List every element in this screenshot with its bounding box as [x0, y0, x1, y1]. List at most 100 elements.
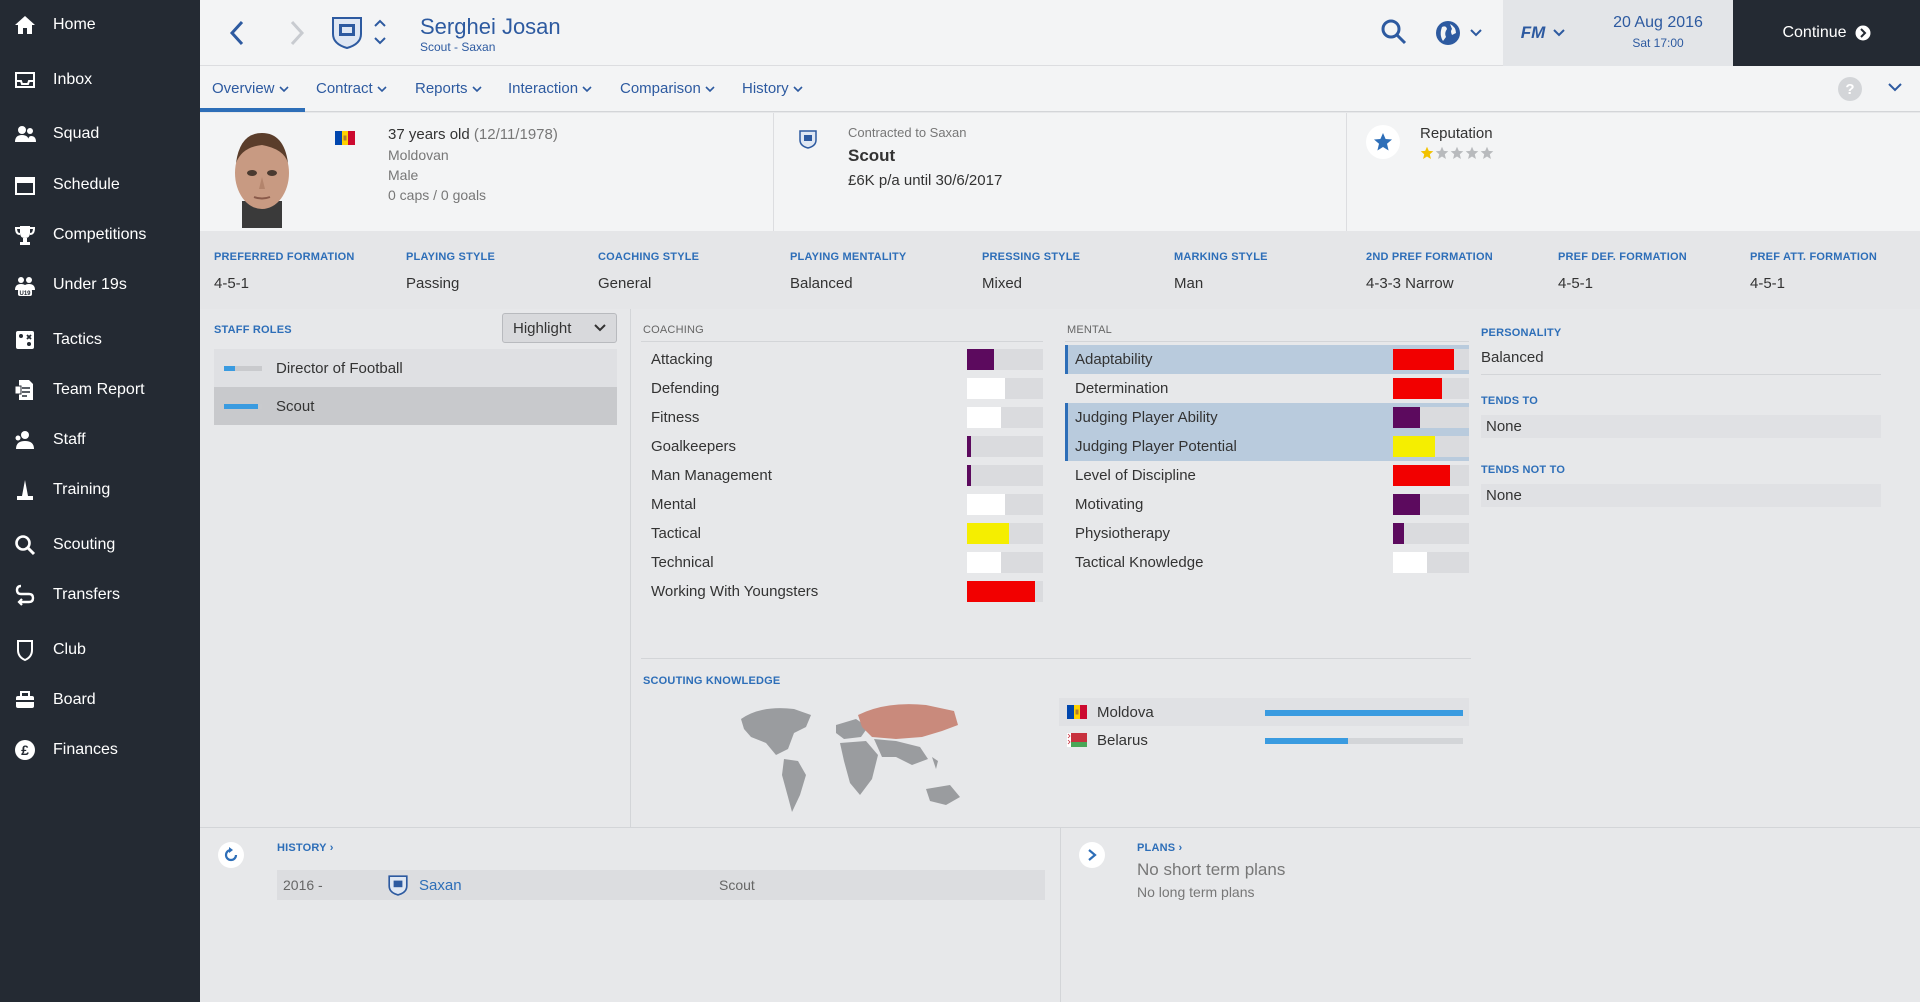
plans-button[interactable] — [1079, 842, 1105, 868]
role-level-bar — [224, 403, 262, 409]
attribute-bar — [967, 494, 1043, 515]
fm-menu-button[interactable]: FM — [1503, 0, 1583, 66]
attribute-row[interactable]: Attacking — [641, 345, 1043, 374]
club-badge-icon — [798, 129, 818, 149]
attribute-bar-fill — [967, 523, 1009, 544]
attribute-row[interactable]: Determination — [1065, 374, 1469, 403]
attribute-row[interactable]: Man Management — [641, 461, 1043, 490]
sidebar-item-club[interactable]: Club — [0, 630, 200, 670]
sidebar-item-inbox[interactable]: Inbox — [0, 60, 200, 100]
history-panel: HISTORY › 2016 - Saxan Scout — [200, 827, 1060, 1002]
tab-overview[interactable]: Overview — [212, 80, 289, 97]
tab-label: Contract — [316, 80, 373, 97]
chevron-down-icon — [705, 85, 715, 96]
scouting-country-row[interactable]: Belarus — [1059, 726, 1469, 754]
tab-contract[interactable]: Contract — [316, 80, 387, 97]
history-years: 2016 - — [283, 877, 323, 893]
staff-role-row[interactable]: Scout — [214, 387, 617, 425]
tab-comparison[interactable]: Comparison — [620, 80, 715, 97]
tab-interaction[interactable]: Interaction — [508, 80, 592, 97]
sidebar-item-tactics[interactable]: Tactics — [0, 320, 200, 360]
sidebar-item-board[interactable]: Board — [0, 680, 200, 720]
attribute-bar — [967, 407, 1043, 428]
style-label: 2ND PREF FORMATION — [1366, 251, 1493, 263]
world-menu-button[interactable] — [1434, 18, 1490, 48]
history-row[interactable]: 2016 - Saxan Scout — [277, 870, 1045, 900]
attribute-row[interactable]: Tactical — [641, 519, 1043, 548]
plans-panel: PLANS › No short term plans No long term… — [1060, 827, 1920, 1002]
attribute-row[interactable]: Judging Player Potential — [1065, 432, 1469, 461]
staff-switch-stepper[interactable] — [372, 16, 388, 48]
moldova-flag-icon — [335, 131, 355, 145]
chevron-left-icon — [229, 20, 244, 46]
attribute-row[interactable]: Mental — [641, 490, 1043, 519]
sidebar-item-staff[interactable]: Staff — [0, 420, 200, 460]
attribute-row[interactable]: Tactical Knowledge — [1065, 548, 1469, 577]
schedule-icon — [12, 172, 38, 198]
attribute-row[interactable]: Goalkeepers — [641, 432, 1043, 461]
history-role: Scout — [719, 877, 755, 893]
attribute-bar — [1393, 494, 1469, 515]
sidebar-item-transfers[interactable]: Transfers — [0, 575, 200, 615]
country-name: Moldova — [1097, 703, 1154, 721]
sidebar-item-team-report[interactable]: Team Report — [0, 370, 200, 410]
star-empty-icon — [1480, 146, 1494, 164]
attribute-row[interactable]: Defending — [641, 374, 1043, 403]
sidebar-item-label: Training — [53, 481, 111, 498]
sidebar-item-squad[interactable]: Squad — [0, 114, 200, 154]
reputation-badge — [1366, 125, 1400, 159]
history-link[interactable]: HISTORY › — [277, 842, 334, 854]
club-badge-icon — [387, 874, 409, 896]
history-club-link[interactable]: Saxan — [419, 876, 462, 894]
page-subtitle[interactable]: Scout - Saxan — [420, 40, 496, 54]
personality-title: PERSONALITY — [1481, 327, 1562, 339]
sidebar-item-home[interactable]: Home — [0, 5, 200, 45]
attribute-label: Tactical — [651, 525, 702, 542]
attribute-row[interactable]: Adaptability — [1065, 345, 1469, 374]
long-term-plans: No long term plans — [1137, 884, 1255, 900]
club-badge-icon[interactable] — [330, 14, 364, 50]
continue-label: Continue — [1782, 24, 1847, 41]
tab-reports[interactable]: Reports — [415, 80, 482, 97]
attribute-row[interactable]: Motivating — [1065, 490, 1469, 519]
forward-button[interactable] — [282, 16, 312, 50]
sidebar-item-training[interactable]: Training — [0, 470, 200, 510]
help-button[interactable]: ? — [1838, 77, 1862, 101]
tab-label: History — [742, 80, 789, 97]
attribute-row[interactable]: Technical — [641, 548, 1043, 577]
sidebar-item-under-19s[interactable]: U19 Under 19s — [0, 265, 200, 305]
scouting-country-row[interactable]: Moldova — [1059, 698, 1469, 726]
attribute-label: Goalkeepers — [651, 438, 737, 455]
back-button[interactable] — [222, 16, 252, 50]
highlight-dropdown[interactable]: Highlight — [502, 313, 617, 343]
role-level-bar — [224, 365, 262, 371]
sidebar-item-finances[interactable]: £ Finances — [0, 730, 200, 770]
staff-role-row[interactable]: Director of Football — [214, 349, 617, 387]
sidebar-item-label: Team Report — [53, 381, 145, 398]
profile-panel: 37 years old (12/11/1978) Moldovan Male … — [200, 113, 1920, 231]
attribute-row[interactable]: Physiotherapy — [1065, 519, 1469, 548]
sidebar-item-schedule[interactable]: Schedule — [0, 165, 200, 205]
dob-text: (12/11/1978) — [473, 126, 558, 143]
tab-history[interactable]: History — [742, 80, 803, 97]
attribute-row[interactable]: Fitness — [641, 403, 1043, 432]
tactics-icon — [12, 327, 38, 353]
more-menu-button[interactable] — [1888, 79, 1904, 95]
sidebar-item-scouting[interactable]: Scouting — [0, 525, 200, 565]
plans-link[interactable]: PLANS › — [1137, 842, 1183, 854]
staff-roles-title: STAFF ROLES — [214, 324, 292, 336]
chevron-right-icon — [290, 20, 305, 46]
sidebar-item-competitions[interactable]: Competitions — [0, 215, 200, 255]
attribute-label: Motivating — [1075, 496, 1144, 513]
attribute-row[interactable]: Judging Player Ability — [1065, 403, 1469, 432]
style-2nd-pref-formation: 2ND PREF FORMATION 4-3-3 Narrow — [1366, 251, 1493, 292]
attribute-label: Attacking — [651, 351, 713, 368]
world-map — [736, 697, 976, 822]
attribute-row[interactable]: Working With Youngsters — [641, 577, 1043, 606]
attribute-row[interactable]: Level of Discipline — [1065, 461, 1469, 490]
attribute-bar-fill — [1393, 552, 1428, 573]
continue-button[interactable]: Continue — [1733, 0, 1920, 66]
country-name: Belarus — [1097, 731, 1148, 749]
knowledge-bar-fill — [1265, 710, 1463, 716]
search-button[interactable] — [1380, 18, 1410, 48]
